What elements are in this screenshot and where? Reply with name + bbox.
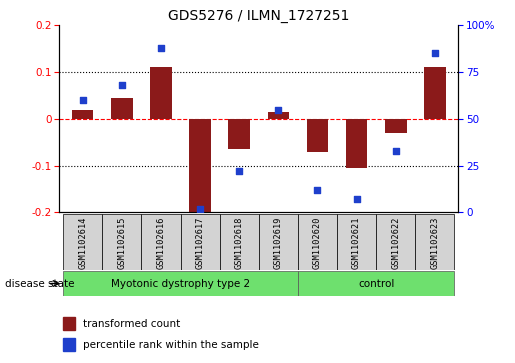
Point: [196, 206, 204, 212]
Bar: [337, 214, 376, 270]
Text: GSM1102619: GSM1102619: [274, 216, 283, 269]
Point: [118, 82, 126, 88]
Bar: [63, 271, 298, 296]
Bar: [72, 110, 93, 119]
Bar: [268, 112, 289, 119]
Bar: [181, 214, 220, 270]
Text: transformed count: transformed count: [83, 319, 180, 329]
Bar: [259, 214, 298, 270]
Text: Myotonic dystrophy type 2: Myotonic dystrophy type 2: [111, 278, 250, 289]
Text: GSM1102618: GSM1102618: [235, 216, 244, 269]
Bar: [415, 214, 454, 270]
Bar: [385, 119, 406, 133]
Bar: [63, 338, 75, 351]
Bar: [142, 214, 181, 270]
Point: [157, 45, 165, 51]
Bar: [63, 214, 102, 270]
Bar: [376, 214, 415, 270]
Text: GSM1102623: GSM1102623: [431, 216, 439, 269]
Text: control: control: [358, 278, 394, 289]
Bar: [150, 68, 171, 119]
Bar: [346, 119, 367, 168]
Bar: [298, 214, 337, 270]
Text: GSM1102617: GSM1102617: [196, 216, 204, 269]
Bar: [307, 119, 328, 152]
Bar: [190, 119, 211, 215]
Text: percentile rank within the sample: percentile rank within the sample: [83, 340, 259, 350]
Text: GSM1102614: GSM1102614: [78, 216, 87, 269]
Text: GSM1102615: GSM1102615: [117, 216, 126, 269]
Point: [79, 97, 87, 103]
Text: GSM1102621: GSM1102621: [352, 216, 361, 269]
Bar: [220, 214, 259, 270]
Bar: [298, 271, 454, 296]
Title: GDS5276 / ILMN_1727251: GDS5276 / ILMN_1727251: [168, 9, 350, 23]
Text: GSM1102622: GSM1102622: [391, 216, 400, 269]
Text: GSM1102616: GSM1102616: [157, 216, 165, 269]
Text: GSM1102620: GSM1102620: [313, 216, 322, 269]
Bar: [102, 214, 142, 270]
Point: [313, 187, 321, 193]
Bar: [111, 98, 132, 119]
Bar: [229, 119, 250, 149]
Point: [391, 148, 400, 154]
Point: [431, 50, 439, 56]
Text: disease state: disease state: [5, 278, 75, 289]
Point: [352, 196, 360, 202]
Bar: [424, 68, 445, 119]
Point: [235, 168, 244, 174]
Point: [274, 107, 282, 113]
Bar: [63, 317, 75, 330]
